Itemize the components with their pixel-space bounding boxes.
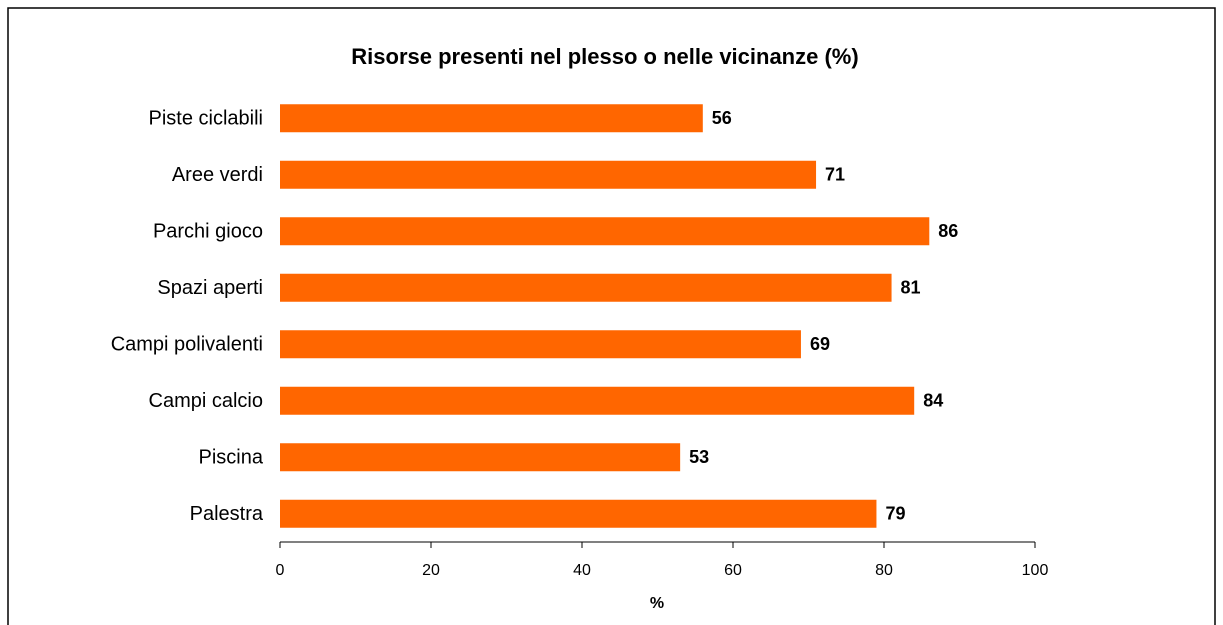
x-tick-label: 100 (1022, 562, 1049, 579)
y-tick-label: Piscina (199, 447, 264, 469)
y-tick-label: Parchi gioco (153, 221, 263, 243)
x-tick-label: 0 (276, 562, 285, 579)
x-tick-label: 40 (573, 562, 591, 579)
value-label: 86 (938, 221, 958, 241)
bar (280, 499, 877, 528)
x-tick-label: 60 (724, 562, 742, 579)
value-label: 56 (712, 108, 732, 128)
chart-title: Risorse presenti nel plesso o nelle vici… (351, 44, 858, 69)
y-tick-label: Campi polivalenti (111, 334, 263, 356)
bar (280, 443, 681, 472)
value-label: 71 (825, 165, 845, 185)
value-label: 84 (923, 391, 943, 411)
x-tick-label: 20 (422, 562, 440, 579)
value-label: 79 (885, 504, 905, 524)
y-tick-label: Palestra (190, 503, 264, 525)
chart-frame (7, 7, 1216, 625)
bar (280, 386, 915, 415)
x-tick-label: 80 (875, 562, 893, 579)
y-tick-label: Spazi aperti (157, 277, 263, 299)
y-tick-label: Campi calcio (149, 390, 263, 412)
bar (280, 104, 703, 133)
value-label: 81 (901, 278, 921, 298)
value-label: 53 (689, 447, 709, 467)
y-tick-label: Aree verdi (172, 164, 263, 186)
bar (280, 330, 801, 359)
bar (280, 160, 817, 189)
x-axis-title: % (650, 595, 664, 612)
value-label: 69 (810, 334, 830, 354)
bar (280, 273, 892, 302)
y-tick-label: Piste ciclabili (149, 108, 263, 130)
bar (280, 217, 930, 246)
